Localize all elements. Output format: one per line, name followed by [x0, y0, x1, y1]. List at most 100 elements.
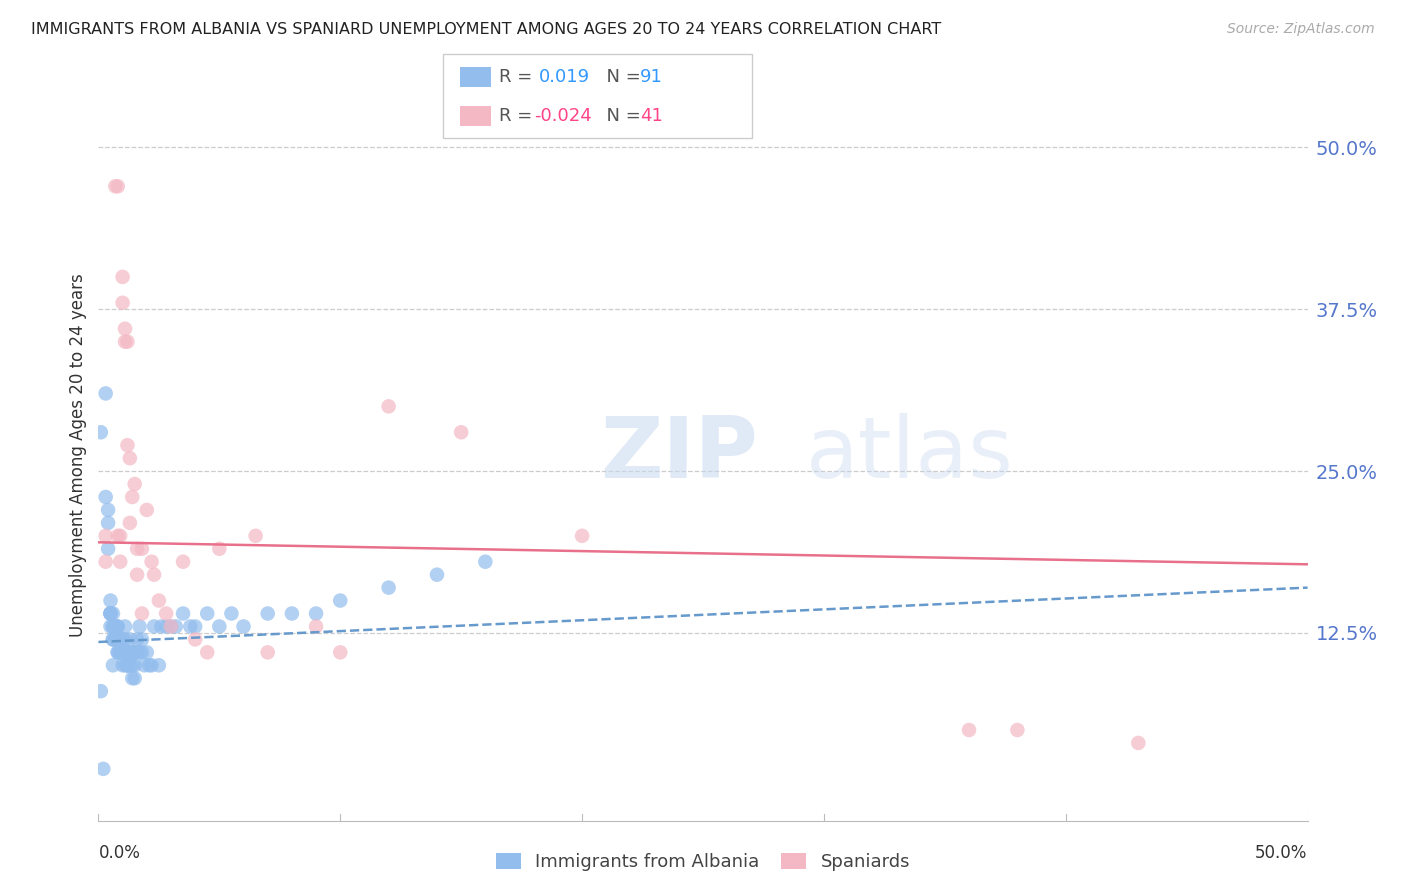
Point: [97, 503, 120, 517]
Point: [100, 593, 122, 607]
Point: [111, 645, 134, 659]
Point: [127, 632, 149, 647]
Point: [107, 645, 129, 659]
Point: [117, 658, 139, 673]
Point: [131, 541, 153, 556]
Point: [111, 645, 134, 659]
Text: 0.0%: 0.0%: [98, 844, 141, 862]
Text: N =: N =: [595, 68, 647, 86]
Text: ZIP: ZIP: [600, 413, 758, 497]
Point: [121, 490, 143, 504]
Point: [100, 607, 122, 621]
Text: 41: 41: [640, 107, 662, 125]
Point: [108, 645, 131, 659]
Point: [148, 658, 170, 673]
Point: [104, 632, 127, 647]
Text: 91: 91: [640, 68, 662, 86]
Point: [107, 529, 129, 543]
Point: [127, 645, 149, 659]
Point: [108, 645, 131, 659]
Point: [100, 607, 122, 621]
Point: [104, 632, 127, 647]
Point: [195, 607, 218, 621]
Point: [127, 541, 149, 556]
Point: [128, 645, 150, 659]
Point: [118, 632, 141, 647]
Point: [165, 619, 187, 633]
Point: [377, 581, 399, 595]
Point: [571, 529, 593, 543]
Point: [329, 645, 352, 659]
Point: [114, 632, 136, 647]
Point: [1007, 723, 1029, 737]
Point: [104, 619, 127, 633]
Point: [108, 632, 131, 647]
Point: [108, 645, 131, 659]
Point: [135, 645, 157, 659]
Point: [104, 619, 127, 633]
Point: [107, 645, 129, 659]
Point: [131, 632, 153, 647]
Text: N =: N =: [595, 107, 647, 125]
Point: [107, 619, 129, 633]
Point: [450, 425, 472, 440]
Text: Source: ZipAtlas.com: Source: ZipAtlas.com: [1227, 22, 1375, 37]
Point: [101, 632, 124, 647]
Point: [97, 541, 120, 556]
Text: IMMIGRANTS FROM ALBANIA VS SPANIARD UNEMPLOYMENT AMONG AGES 20 TO 24 YEARS CORRE: IMMIGRANTS FROM ALBANIA VS SPANIARD UNEM…: [31, 22, 941, 37]
Point: [111, 658, 134, 673]
Point: [172, 555, 194, 569]
Point: [100, 607, 122, 621]
Point: [160, 619, 183, 633]
Point: [232, 619, 254, 633]
Point: [118, 451, 141, 466]
Point: [184, 632, 207, 647]
Point: [111, 295, 134, 310]
Point: [124, 645, 146, 659]
Text: -0.024: -0.024: [534, 107, 592, 125]
Point: [172, 607, 194, 621]
Point: [108, 632, 131, 647]
Point: [114, 619, 136, 633]
Point: [101, 632, 124, 647]
Point: [426, 567, 449, 582]
Point: [118, 658, 141, 673]
Point: [256, 645, 278, 659]
Point: [114, 334, 136, 349]
Point: [111, 632, 134, 647]
Point: [245, 529, 267, 543]
Point: [101, 607, 124, 621]
Point: [114, 645, 136, 659]
Point: [179, 619, 201, 633]
Point: [107, 632, 129, 647]
Point: [118, 645, 141, 659]
Point: [100, 619, 122, 633]
Point: [195, 645, 218, 659]
Point: [104, 179, 127, 194]
Point: [111, 645, 134, 659]
Point: [141, 658, 163, 673]
Point: [124, 645, 146, 659]
Point: [104, 632, 127, 647]
Text: 50.0%: 50.0%: [1256, 844, 1308, 862]
Point: [90, 684, 112, 698]
Text: atlas: atlas: [806, 413, 1014, 497]
Point: [124, 477, 146, 491]
Point: [184, 619, 207, 633]
Point: [94, 490, 117, 504]
Point: [221, 607, 243, 621]
Point: [100, 607, 122, 621]
Point: [97, 516, 120, 530]
Point: [91, 762, 114, 776]
Point: [124, 671, 146, 685]
Point: [101, 619, 124, 633]
Point: [474, 555, 496, 569]
Point: [305, 607, 328, 621]
Point: [107, 179, 129, 194]
Text: R =: R =: [499, 107, 538, 125]
Point: [329, 593, 352, 607]
Point: [121, 658, 143, 673]
Point: [101, 658, 124, 673]
Point: [117, 658, 139, 673]
Text: 0.019: 0.019: [538, 68, 589, 86]
